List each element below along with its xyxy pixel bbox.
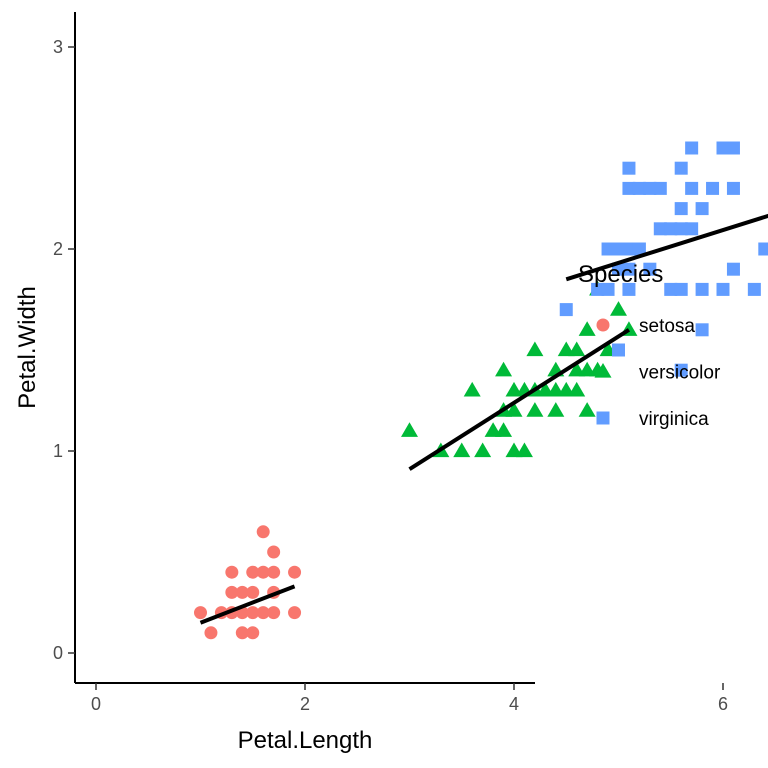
data-point-versicolor [495,361,513,377]
data-point-virginica [716,141,730,155]
data-point-virginica [612,343,625,357]
fit-line-setosa [199,584,296,625]
data-point-virginica [632,242,646,256]
x-tick-label: 4 [509,694,519,714]
data-point-versicolor [610,301,627,316]
data-point-virginica [706,181,720,195]
legend-key-virginica [596,411,610,425]
legend-title: Species [578,261,663,288]
data-point-versicolor [578,402,596,417]
data-point-versicolor [526,402,544,417]
data-point-virginica [653,222,667,236]
legend-label-versicolor: versicolor [639,363,721,384]
data-point-setosa [246,606,260,620]
data-point-versicolor [547,402,565,417]
data-point-virginica [716,282,730,296]
x-axis-title: Petal.Length [238,727,373,754]
data-point-versicolor [526,341,544,357]
data-point-virginica [664,222,678,236]
data-point-setosa [267,565,281,579]
data-point-versicolor [401,422,418,437]
data-point-setosa [256,606,270,620]
data-point-setosa [246,565,260,579]
data-point-virginica [622,161,636,175]
data-point-setosa [194,606,207,620]
data-point-setosa [235,585,249,599]
data-point-versicolor [453,442,471,458]
data-point-versicolor [463,381,481,397]
data-point-setosa [235,626,249,640]
data-point-versicolor [515,442,533,458]
data-point-virginica [674,161,688,175]
y-axis-title: Petal.Width [14,286,41,409]
data-point-virginica [559,303,573,317]
data-point-virginica [726,141,740,155]
data-point-setosa [288,606,302,620]
data-point-virginica [685,181,699,195]
data-point-setosa [267,545,281,559]
data-point-versicolor [568,341,586,357]
data-point-virginica [674,363,688,377]
y-tick-label: 2 [53,239,63,259]
data-point-virginica [758,242,768,256]
data-point-virginica [695,202,709,216]
data-point-setosa [267,606,281,620]
data-point-versicolor [495,422,513,437]
data-point-virginica [674,222,688,236]
y-tick-label: 0 [53,643,63,663]
data-point-virginica [643,181,657,195]
data-point-virginica [612,242,625,256]
data-point-virginica [695,282,709,296]
data-point-virginica [622,181,636,195]
legend-key-setosa [596,318,610,332]
fit-lines [199,213,768,625]
data-point-virginica [622,242,636,256]
y-tick-label: 3 [53,37,63,57]
data-point-virginica [674,282,688,296]
data-point-virginica [747,282,761,296]
fit-line-virginica [565,213,768,282]
data-point-virginica [674,202,688,216]
x-tick-label: 0 [91,694,101,714]
data-point-virginica [622,262,636,276]
data-point-setosa [246,585,260,599]
data-point-setosa [225,565,239,579]
data-point-virginica [653,181,667,195]
legend-label-virginica: virginica [639,409,709,430]
data-point-virginica [726,262,740,276]
y-tick-label: 1 [53,441,63,461]
data-point-versicolor [474,442,492,458]
data-point-setosa [225,585,239,599]
data-point-virginica [632,181,646,195]
x-tick-label: 2 [300,694,310,714]
data-point-setosa [256,565,270,579]
legend-key-versicolor [594,363,612,378]
data-point-virginica [643,262,657,276]
fit-line-versicolor [408,328,631,471]
data-point-virginica [695,323,709,337]
plot-points [194,141,768,640]
legend: Species setosa versicolor virginica [578,261,721,430]
data-point-virginica [601,242,615,256]
data-point-virginica [601,282,615,296]
legend-label-setosa: setosa [639,316,695,337]
data-point-virginica [591,282,605,296]
x-tick-label: 6 [718,694,728,714]
data-point-virginica [685,141,699,155]
data-point-virginica [622,282,636,296]
data-point-versicolor [505,402,523,417]
data-point-setosa [288,565,302,579]
data-point-virginica [685,222,699,236]
data-point-versicolor [568,381,586,397]
data-point-versicolor [578,321,596,336]
data-point-setosa [256,525,270,539]
data-point-virginica [664,282,678,296]
data-point-setosa [204,626,218,640]
data-point-setosa [246,626,260,640]
data-point-virginica [726,181,740,195]
